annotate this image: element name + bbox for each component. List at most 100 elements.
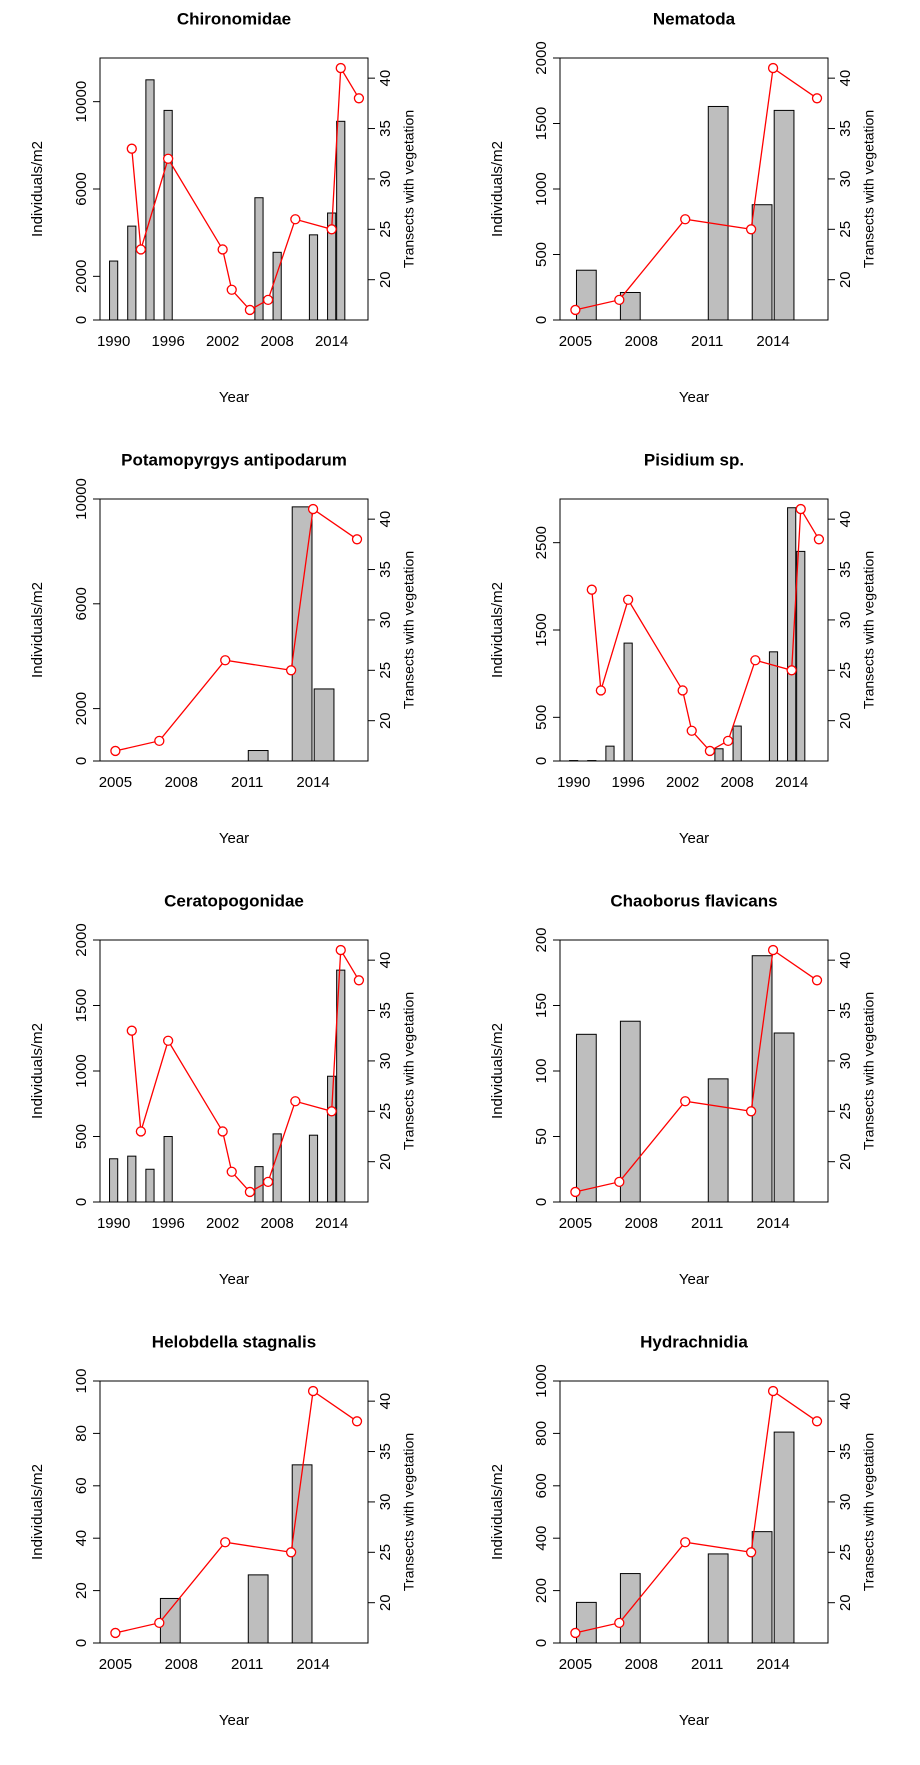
y-tick-label: 2500 bbox=[533, 526, 550, 559]
line-point bbox=[220, 655, 231, 666]
x-tick-label: 2014 bbox=[756, 333, 789, 350]
x-tick-label: 2011 bbox=[231, 1656, 263, 1673]
y2-tick-label: 30 bbox=[837, 1053, 854, 1070]
x-axis-label: Year bbox=[219, 1712, 249, 1729]
y-tick-label: 1500 bbox=[73, 989, 90, 1022]
bar bbox=[768, 651, 779, 762]
line-point bbox=[786, 665, 797, 676]
x-tick-label: 2008 bbox=[625, 333, 658, 350]
y2-tick-label: 20 bbox=[377, 1594, 394, 1611]
y2-tick-label: 40 bbox=[837, 952, 854, 969]
bar bbox=[575, 1033, 597, 1203]
line-point bbox=[704, 745, 716, 757]
line-point bbox=[244, 304, 256, 316]
y2-tick-label: 35 bbox=[377, 1002, 394, 1019]
y-tick-label: 2000 bbox=[73, 923, 90, 956]
y-tick-label: 10000 bbox=[73, 81, 90, 123]
y-tick-label: 800 bbox=[533, 1421, 550, 1446]
y2-tick-label: 20 bbox=[377, 712, 394, 729]
y-tick-label: 0 bbox=[73, 316, 90, 324]
y2-tick-label: 35 bbox=[377, 561, 394, 578]
y2-tick-label: 40 bbox=[377, 952, 394, 969]
bar bbox=[127, 225, 137, 321]
y2-tick-label: 35 bbox=[837, 1443, 854, 1460]
y2-tick-label: 30 bbox=[837, 612, 854, 629]
y2-axis-label: Transects with vegetation bbox=[861, 1433, 877, 1591]
line-point bbox=[722, 735, 734, 746]
y-tick-label: 1000 bbox=[533, 172, 550, 205]
y2-tick-label: 25 bbox=[837, 1544, 854, 1561]
y2-axis-label: Transects with vegetation bbox=[861, 110, 877, 268]
bar bbox=[254, 1166, 264, 1203]
y-axis-label: Individuals/m2 bbox=[29, 1023, 46, 1119]
line-point bbox=[767, 944, 779, 956]
y2-tick-label: 20 bbox=[837, 1594, 854, 1611]
x-tick-label: 2002 bbox=[666, 774, 699, 791]
x-tick-label: 2014 bbox=[296, 1656, 329, 1673]
x-tick-label: 2008 bbox=[625, 1215, 658, 1232]
bar bbox=[313, 688, 335, 762]
y2-axis-label: Transects with vegetation bbox=[401, 992, 417, 1150]
y-axis-label: Individuals/m2 bbox=[29, 582, 46, 678]
x-axis-label: Year bbox=[219, 389, 249, 406]
x-tick-label: 2002 bbox=[206, 333, 239, 350]
x-tick-label: 2008 bbox=[165, 1656, 198, 1673]
chart-title: Helobdella stagnalis bbox=[152, 1332, 316, 1351]
line-point bbox=[570, 304, 581, 316]
line bbox=[115, 1389, 358, 1634]
x-tick-label: 2011 bbox=[691, 333, 723, 350]
line-point bbox=[595, 685, 607, 696]
line-point bbox=[750, 655, 761, 666]
line-point bbox=[135, 244, 147, 255]
line-point bbox=[680, 214, 691, 225]
line-point bbox=[220, 1537, 231, 1548]
x-tick-label: 1996 bbox=[151, 1215, 184, 1232]
line-point bbox=[614, 1617, 625, 1628]
line-point bbox=[244, 1186, 256, 1198]
x-axis-label: Year bbox=[219, 1271, 249, 1288]
y2-tick-label: 35 bbox=[837, 1002, 854, 1019]
bar bbox=[575, 1601, 597, 1644]
line-point bbox=[767, 62, 779, 74]
x-tick-label: 2011 bbox=[691, 1656, 723, 1673]
line-point bbox=[586, 584, 597, 595]
line-point bbox=[677, 685, 688, 696]
y2-tick-label: 40 bbox=[377, 511, 394, 528]
y2-tick-label: 30 bbox=[377, 1053, 394, 1070]
y2-tick-label: 30 bbox=[837, 1494, 854, 1511]
bar bbox=[254, 197, 264, 321]
line bbox=[575, 1389, 818, 1634]
line-point bbox=[285, 665, 297, 676]
y-tick-label: 100 bbox=[73, 1368, 90, 1393]
y2-tick-label: 20 bbox=[837, 712, 854, 729]
y-tick-label: 0 bbox=[73, 1198, 90, 1206]
y-tick-label: 6000 bbox=[73, 172, 90, 205]
y2-axis-label: Transects with vegetation bbox=[861, 992, 877, 1150]
y-axis-label: Individuals/m2 bbox=[489, 582, 506, 678]
bar bbox=[707, 105, 729, 321]
plot-frame bbox=[559, 57, 829, 321]
y2-tick-label: 30 bbox=[377, 171, 394, 188]
x-tick-label: 2008 bbox=[260, 333, 293, 350]
bar bbox=[773, 1032, 795, 1203]
bar bbox=[308, 234, 319, 321]
chart-title: Chironomidae bbox=[177, 9, 291, 28]
chart-title: Chaoborus flavicans bbox=[610, 891, 777, 910]
x-axis-label: Year bbox=[679, 1712, 709, 1729]
bar bbox=[619, 1573, 641, 1644]
y-tick-label: 40 bbox=[73, 1530, 90, 1547]
line-point bbox=[811, 93, 823, 104]
y2-tick-label: 25 bbox=[377, 1103, 394, 1120]
line-point bbox=[226, 1166, 237, 1177]
y-axis-label: Individuals/m2 bbox=[29, 141, 46, 237]
y2-tick-label: 40 bbox=[377, 1393, 394, 1410]
y2-tick-label: 35 bbox=[377, 120, 394, 137]
bar bbox=[127, 1155, 137, 1203]
plot-frame bbox=[559, 498, 829, 762]
line-point bbox=[162, 153, 174, 164]
y2-axis-label: Transects with vegetation bbox=[401, 551, 417, 709]
y-tick-label: 20 bbox=[73, 1582, 90, 1599]
y2-tick-label: 25 bbox=[837, 662, 854, 679]
bar bbox=[732, 725, 742, 762]
y-axis-label: Individuals/m2 bbox=[29, 1464, 46, 1560]
